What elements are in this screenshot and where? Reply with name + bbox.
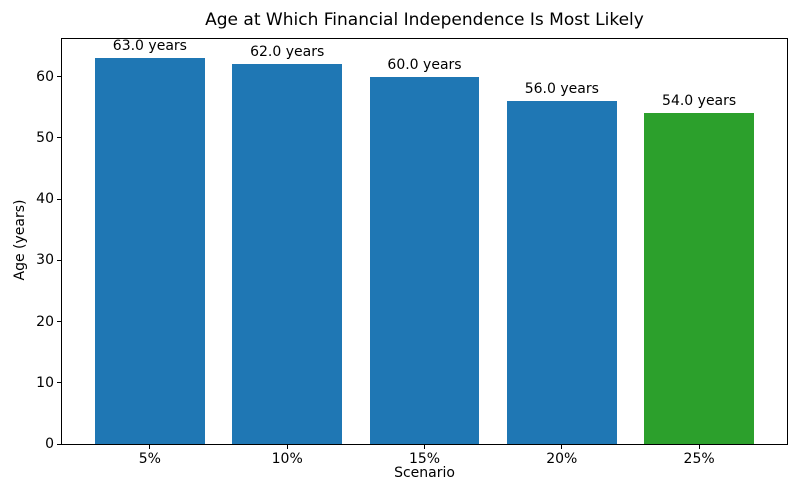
y-tick-mark	[57, 321, 61, 323]
bar	[506, 101, 617, 444]
y-tick-mark	[57, 198, 61, 200]
x-tick-label: 20%	[546, 451, 578, 467]
bar	[232, 64, 343, 444]
y-tick-label: 10	[36, 374, 54, 391]
bar-value-label: 54.0 years	[662, 93, 737, 110]
y-tick-label: 60	[36, 68, 54, 85]
x-tick-label: 15%	[408, 451, 441, 467]
x-tick-mark	[286, 445, 288, 449]
bar-value-label: 60.0 years	[387, 56, 462, 73]
bar	[369, 76, 480, 444]
x-tick-label: 25%	[683, 451, 715, 467]
x-tick-label: 5%	[138, 451, 161, 467]
bar-value-label: 63.0 years	[112, 38, 187, 55]
x-tick-mark	[561, 445, 563, 449]
y-tick-mark	[57, 259, 61, 261]
plot-area: 0 10 20 30 40 50 60 5% 63.0 years 10% 62.0 years 15…	[36, 38, 788, 467]
x-tick-mark	[149, 445, 151, 449]
y-tick-label: 30	[36, 252, 54, 269]
chart-title: Age at Which Financial Independence Is M…	[205, 10, 644, 30]
y-tick-mark	[57, 443, 61, 445]
bar-value-label: 56.0 years	[524, 81, 599, 98]
bar	[94, 58, 205, 444]
y-tick-label: 0	[45, 436, 54, 452]
y-tick-label: 50	[36, 129, 54, 146]
x-axis-label: Scenario	[394, 465, 455, 481]
x-tick-label: 10%	[271, 451, 303, 467]
y-tick-label: 20	[36, 313, 54, 330]
y-tick-mark	[57, 382, 61, 384]
x-tick-mark	[698, 445, 700, 449]
bar	[644, 113, 755, 444]
bar-value-label: 62.0 years	[250, 44, 325, 61]
x-tick-mark	[424, 445, 425, 449]
y-tick-mark	[57, 137, 61, 139]
y-tick-mark	[57, 76, 61, 78]
y-tick-label: 40	[36, 191, 54, 208]
